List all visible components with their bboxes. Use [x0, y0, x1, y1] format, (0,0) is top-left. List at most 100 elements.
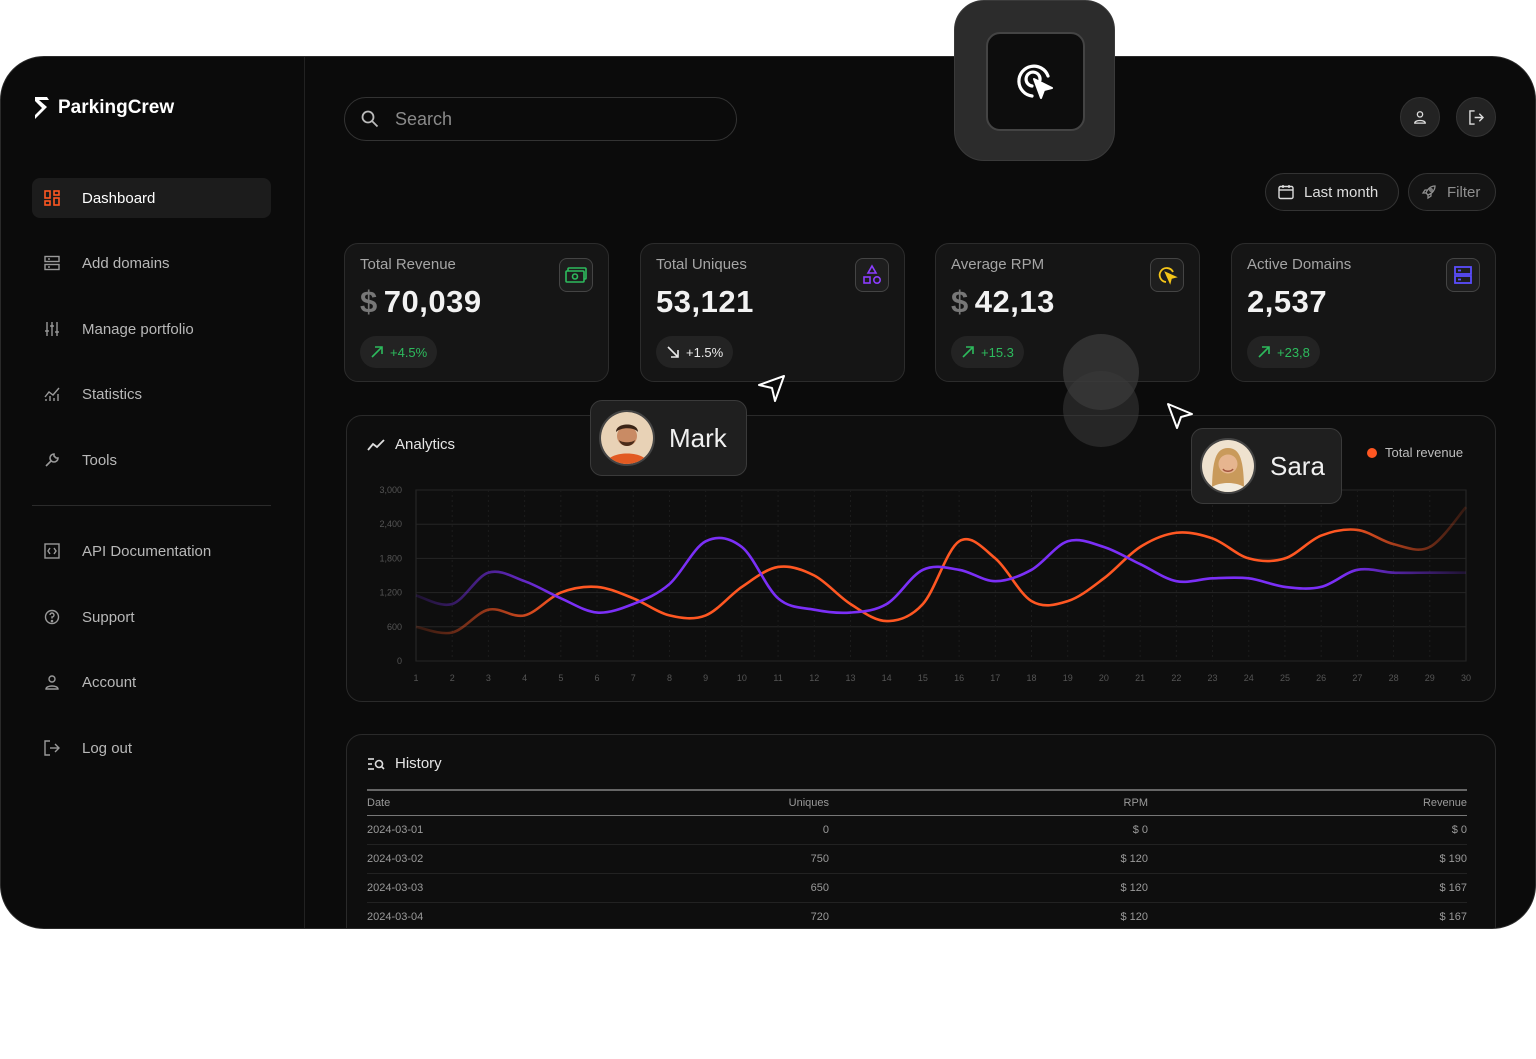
money-icon	[559, 258, 593, 292]
search-bar[interactable]	[344, 97, 737, 141]
avatar	[1200, 438, 1256, 494]
trend-line-icon	[367, 438, 385, 451]
stat-card-active-domains[interactable]: Active Domains 2,537 +23,8	[1231, 243, 1496, 382]
cell-uniques: 750	[697, 844, 829, 874]
column-header-rpm[interactable]: RPM	[829, 789, 1148, 816]
card-number: 42,13	[974, 284, 1055, 319]
card-label: Total Revenue	[360, 256, 456, 273]
x-tick-label: 23	[1208, 673, 1218, 683]
stat-card-total-uniques[interactable]: Total Uniques 53,121 +1.5%	[640, 243, 905, 382]
column-header-date[interactable]: Date	[367, 789, 697, 816]
cell-rpm: $ 0	[829, 815, 1148, 845]
collaborator-tag-sara: Sara	[1191, 428, 1342, 504]
sidebar-item-account[interactable]: Account	[32, 662, 271, 702]
sidebar-item-add-domains[interactable]: Add domains	[32, 243, 271, 283]
collaborator-name: Mark	[669, 422, 727, 453]
grid-icon	[42, 188, 62, 208]
account-button[interactable]	[1400, 97, 1440, 137]
column-header-revenue[interactable]: Revenue	[1148, 789, 1467, 816]
history-panel: History Date Uniques RPM Revenue 2024-03…	[346, 734, 1496, 928]
cursor-click-icon	[986, 32, 1085, 131]
x-tick-label: 2	[450, 673, 455, 683]
sidebar-item-label: Statistics	[82, 385, 143, 403]
card-value: $70,039	[360, 284, 482, 320]
click-icon	[1150, 258, 1184, 292]
x-tick-label: 13	[845, 673, 855, 683]
logo[interactable]: ParkingCrew	[32, 95, 174, 121]
x-tick-label: 8	[667, 673, 672, 683]
logout-button[interactable]	[1456, 97, 1496, 137]
code-icon	[42, 541, 62, 561]
x-tick-label: 3	[486, 673, 491, 683]
card-value: $42,13	[951, 284, 1055, 320]
x-tick-label: 20	[1099, 673, 1109, 683]
arrow-up-right-icon	[962, 346, 974, 358]
analytics-title: Analytics	[367, 436, 455, 453]
card-label: Active Domains	[1247, 256, 1352, 273]
wrench-icon	[42, 450, 62, 470]
legend-label: Total revenue	[1385, 445, 1463, 460]
sidebar-item-api-documentation[interactable]: API Documentation	[32, 531, 271, 571]
help-icon	[42, 607, 62, 627]
card-number: 2,537	[1247, 284, 1328, 319]
card-number: 70,039	[383, 284, 482, 319]
table-row[interactable]: 2024-03-03 650 $ 120 $ 167	[367, 873, 1467, 903]
trend-value: +4.5%	[390, 344, 428, 360]
brand-name: ParkingCrew	[58, 97, 175, 118]
table-row[interactable]: 2024-03-02 750 $ 120 $ 190	[367, 844, 1467, 874]
cell-revenue: $ 190	[1148, 844, 1467, 874]
cursor-arrow-icon	[758, 375, 785, 402]
x-tick-label: 24	[1244, 673, 1254, 683]
chart-icon	[42, 384, 62, 404]
y-tick-label: 2,400	[379, 519, 402, 529]
x-tick-label: 5	[558, 673, 563, 683]
card-label: Total Uniques	[656, 256, 747, 273]
stat-card-total-revenue[interactable]: Total Revenue $70,039 +4.5%	[344, 243, 609, 382]
user-icon	[42, 672, 62, 692]
table-row[interactable]: 2024-03-01 0 $ 0 $ 0	[367, 815, 1467, 845]
x-tick-label: 9	[703, 673, 708, 683]
card-label: Average RPM	[951, 256, 1045, 273]
sidebar-item-manage-portfolio[interactable]: Manage portfolio	[32, 309, 271, 349]
sidebar-item-support[interactable]: Support	[32, 597, 271, 637]
server-icon	[42, 253, 62, 273]
y-tick-label: 1,800	[379, 553, 402, 563]
sidebar-item-label: Add domains	[82, 254, 170, 272]
date-range-button[interactable]: Last month	[1265, 173, 1399, 211]
cell-uniques: 720	[697, 902, 829, 928]
x-tick-label: 16	[954, 673, 964, 683]
sidebar-item-dashboard[interactable]: Dashboard	[32, 178, 271, 218]
filter-button[interactable]: Filter	[1408, 173, 1496, 211]
x-tick-label: 7	[631, 673, 636, 683]
history-title: History	[367, 755, 442, 772]
card-value: 2,537	[1247, 284, 1327, 320]
analytics-title-text: Analytics	[395, 436, 456, 453]
card-number: 53,121	[656, 284, 754, 319]
table-row[interactable]: 2024-03-04 720 $ 120 $ 167	[367, 902, 1467, 928]
sidebar-item-tools[interactable]: Tools	[32, 440, 271, 480]
server-icon	[1446, 258, 1480, 292]
x-tick-label: 27	[1352, 673, 1362, 683]
parkingcrew-logo-icon	[35, 97, 49, 119]
arrow-up-right-icon	[371, 346, 383, 358]
x-tick-label: 17	[990, 673, 1000, 683]
floating-click-tile	[954, 0, 1115, 161]
x-tick-label: 19	[1063, 673, 1073, 683]
sidebar-item-statistics[interactable]: Statistics	[32, 374, 271, 414]
x-tick-label: 12	[809, 673, 819, 683]
search-input[interactable]	[393, 107, 697, 131]
column-header-uniques[interactable]: Uniques	[697, 789, 829, 816]
cell-revenue: $ 167	[1148, 902, 1467, 928]
history-title-text: History	[395, 755, 442, 772]
sidebar-divider	[32, 505, 271, 506]
sidebar-item-log-out[interactable]: Log out	[32, 728, 271, 768]
x-tick-label: 14	[882, 673, 892, 683]
x-tick-label: 4	[522, 673, 527, 683]
card-value: 53,121	[656, 284, 754, 320]
x-tick-label: 11	[773, 673, 782, 683]
x-tick-label: 28	[1389, 673, 1399, 683]
avatar	[599, 410, 655, 466]
cell-rpm: $ 120	[829, 873, 1148, 903]
x-tick-label: 15	[918, 673, 928, 683]
